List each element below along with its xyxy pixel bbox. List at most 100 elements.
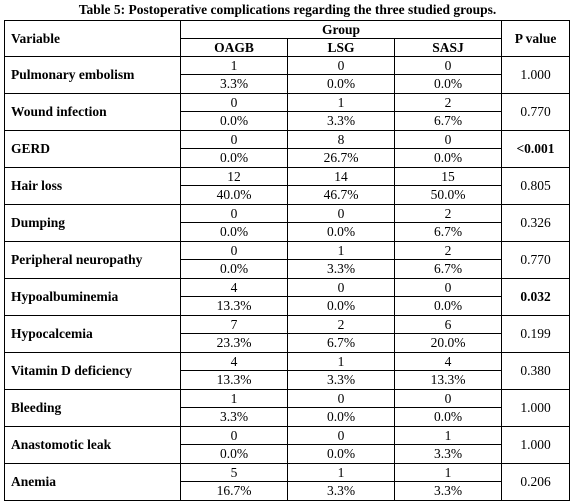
- count-value: 1: [181, 57, 287, 75]
- row-p-value: 0.206: [501, 463, 571, 501]
- count-value: 0: [395, 57, 502, 75]
- count-value: 1: [288, 353, 394, 371]
- row-variable: Dumping: [4, 204, 181, 242]
- percent-value: 23.3%: [216, 335, 252, 350]
- count-value: 2: [395, 242, 502, 260]
- row-variable: Pulmonary embolism: [4, 56, 181, 94]
- row-p-value: 1.000: [501, 426, 571, 464]
- header-group-oagb: OAGB: [180, 38, 288, 57]
- count-value: 1: [395, 464, 502, 482]
- percent-value: 16.7%: [216, 483, 252, 498]
- count-value: 4: [181, 279, 287, 297]
- row-variable: Anastomotic leak: [4, 426, 181, 464]
- count-value: 1: [181, 390, 287, 408]
- group-cell: 14 46.7%: [287, 167, 395, 205]
- count-value: 0: [288, 427, 394, 445]
- count-value: 1: [288, 94, 394, 112]
- count-value: 1: [288, 242, 394, 260]
- percent-value: 0.0%: [219, 446, 249, 461]
- percent-value: 3.3%: [219, 409, 249, 424]
- percent-value: 13.3%: [216, 372, 252, 387]
- row-variable: Hair loss: [4, 167, 181, 205]
- group-cell: 4 13.3%: [180, 352, 288, 390]
- group-cell: 0 0.0%: [287, 426, 395, 464]
- count-value: 12: [181, 168, 287, 186]
- percent-value: 0.0%: [219, 224, 249, 239]
- row-variable: Bleeding: [4, 389, 181, 427]
- percent-value: 40.0%: [216, 187, 252, 202]
- header-group-lsg: LSG: [287, 38, 395, 57]
- count-value: 0: [288, 390, 394, 408]
- group-cell: 15 50.0%: [393, 167, 503, 205]
- table-row: Bleeding 1 3.3% 0 0.0% 0 0.0% 1.000: [4, 389, 571, 427]
- count-value: 0: [395, 131, 502, 149]
- percent-value: 0.0%: [433, 150, 463, 165]
- percent-value: 3.3%: [433, 446, 463, 461]
- group-cell: 1 3.3%: [393, 463, 503, 501]
- group-cell: 2 6.7%: [287, 315, 395, 353]
- row-p-value: 1.000: [501, 56, 571, 94]
- group-cell: 1 3.3%: [287, 352, 395, 390]
- percent-value: 3.3%: [219, 76, 249, 91]
- percent-value: 0.0%: [326, 224, 356, 239]
- group-cell: 7 23.3%: [180, 315, 288, 353]
- row-variable: GERD: [4, 130, 181, 168]
- table-row: Vitamin D deficiency 4 13.3% 1 3.3% 4 13.3% 0.3…: [4, 352, 571, 390]
- percent-value: 0.0%: [326, 446, 356, 461]
- group-cell: 1 3.3%: [180, 389, 288, 427]
- row-p-value: 0.770: [501, 241, 571, 279]
- count-value: 2: [288, 316, 394, 334]
- row-variable: Hypoalbuminemia: [4, 278, 181, 316]
- group-cell: 5 16.7%: [180, 463, 288, 501]
- percent-value: 6.7%: [433, 224, 463, 239]
- percent-value: 0.0%: [326, 298, 356, 313]
- count-value: 0: [395, 279, 502, 297]
- group-cell: 1 3.3%: [180, 56, 288, 94]
- count-value: 0: [181, 427, 287, 445]
- group-cell: 0 0.0%: [393, 278, 503, 316]
- group-cell: 2 6.7%: [393, 93, 503, 131]
- count-value: 14: [288, 168, 394, 186]
- group-cell: 0 0.0%: [287, 389, 395, 427]
- group-cell: 0 0.0%: [393, 130, 503, 168]
- row-p-value: 1.000: [501, 389, 571, 427]
- percent-value: 3.3%: [326, 261, 356, 276]
- count-value: 1: [395, 427, 502, 445]
- percent-value: 6.7%: [433, 113, 463, 128]
- percent-value: 0.0%: [219, 261, 249, 276]
- count-value: 0: [181, 94, 287, 112]
- percent-value: 6.7%: [433, 261, 463, 276]
- group-cell: 0 0.0%: [287, 56, 395, 94]
- group-cell: 1 3.3%: [287, 241, 395, 279]
- percent-value: 13.3%: [430, 372, 466, 387]
- group-cell: 4 13.3%: [180, 278, 288, 316]
- percent-value: 3.3%: [433, 483, 463, 498]
- row-p-value: 0.199: [501, 315, 571, 353]
- group-cell: 0 0.0%: [393, 56, 503, 94]
- group-cell: 12 40.0%: [180, 167, 288, 205]
- group-cell: 2 6.7%: [393, 204, 503, 242]
- count-value: 0: [181, 205, 287, 223]
- table-row: Hypocalcemia 7 23.3% 2 6.7% 6 20.0% 0.199: [4, 315, 571, 353]
- group-cell: 0 0.0%: [180, 241, 288, 279]
- percent-value: 26.7%: [323, 150, 359, 165]
- row-p-value: 0.380: [501, 352, 571, 390]
- table-row: Peripheral neuropathy 0 0.0% 1 3.3% 2 6.7% 0.77…: [4, 241, 571, 279]
- count-value: 0: [181, 242, 287, 260]
- group-cell: 0 0.0%: [180, 93, 288, 131]
- group-cell: 4 13.3%: [393, 352, 503, 390]
- percent-value: 0.0%: [219, 113, 249, 128]
- percent-value: 0.0%: [326, 76, 356, 91]
- row-variable: Vitamin D deficiency: [4, 352, 181, 390]
- table-row: Anemia 5 16.7% 1 3.3% 1 3.3% 0.206: [4, 463, 571, 501]
- row-variable: Peripheral neuropathy: [4, 241, 181, 279]
- group-cell: 0 0.0%: [287, 278, 395, 316]
- count-value: 8: [288, 131, 394, 149]
- group-cell: 1 3.3%: [287, 463, 395, 501]
- row-p-value: 0.805: [501, 167, 571, 205]
- count-value: 4: [395, 353, 502, 371]
- header-group: Group: [179, 20, 503, 39]
- row-p-value: 0.032: [501, 278, 571, 316]
- table-body: Pulmonary embolism 1 3.3% 0 0.0% 0 0.0% 1.000 Wo…: [4, 56, 571, 501]
- percent-value: 20.0%: [430, 335, 466, 350]
